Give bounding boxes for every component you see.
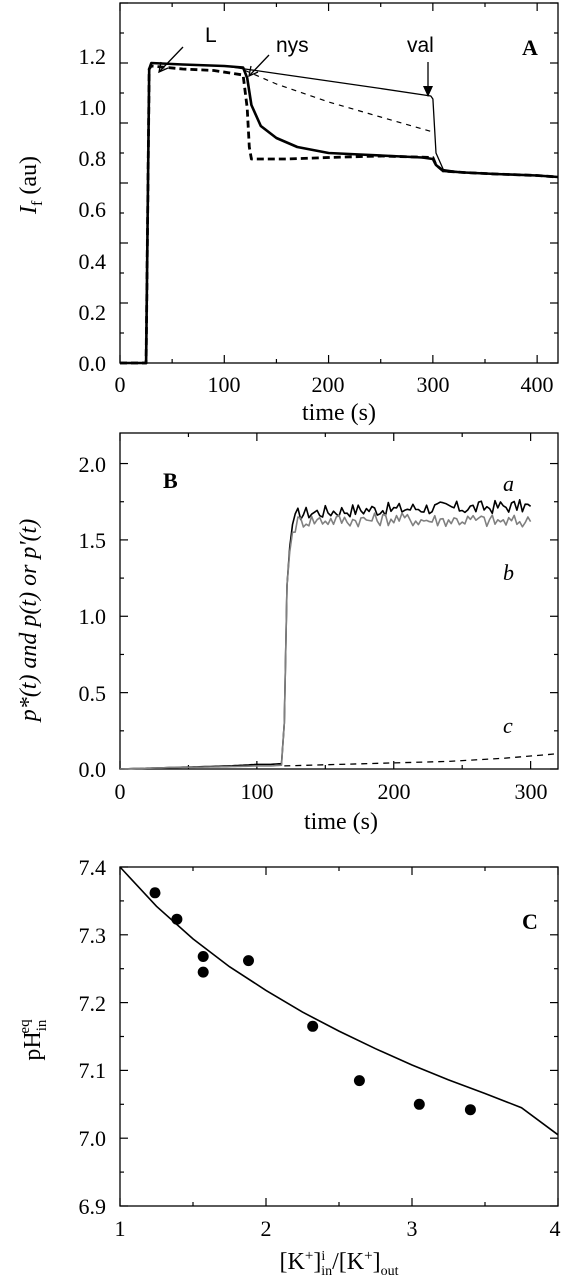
panel-b-xtick-label: 300 (515, 779, 548, 804)
panel-a-ytick-label: 0.0 (79, 351, 107, 376)
panel-c-data-point (353, 1075, 365, 1087)
panel-a-ylabel-main: I (16, 205, 42, 215)
panel-c-ytick-label: 7.4 (79, 855, 107, 880)
panel-c-data-point (197, 951, 209, 962)
annotation-val: val (407, 34, 434, 57)
panel-b-ticks (119, 433, 558, 770)
panel-c-ytick-label: 7.2 (79, 991, 107, 1016)
panel-c-fit-line (119, 866, 559, 1136)
panel-a-frame (119, 2, 559, 364)
panel-a: 0 100 200 300 400 0.0 0.2 0.4 0.6 0.8 1.… (16, 2, 559, 426)
panel-c-data-point (464, 1104, 476, 1116)
panel-c-ticks (119, 866, 559, 1207)
panel-b: 0 100 200 300 0.0 0.5 1.0 1.5 2.0 time (… (16, 432, 559, 835)
panel-c-ylabel-sup: eq (17, 1019, 33, 1034)
panel-c-data-point (171, 913, 183, 925)
panel-a-ytick-label: 1.0 (79, 95, 107, 120)
panel-c-ylabel-main: pH (20, 1031, 46, 1060)
panel-b-series-b (119, 512, 532, 770)
panel-a-ylabel: If (au) (16, 156, 46, 215)
curve-label-b: b (503, 560, 514, 585)
panel-c-ylabel: pHineq (17, 1019, 50, 1061)
panel-c-data-point (149, 887, 161, 899)
panel-c-xlabel: [K+]i in/[K+]out (280, 1248, 399, 1279)
panel-c-ytick-label: 6.9 (79, 1194, 107, 1219)
panel-c-data-point (197, 966, 209, 978)
panel-b-ytick-label: 1.5 (79, 528, 107, 553)
panel-c-ytick-label: 7.3 (79, 923, 107, 948)
panel-b-xtick-label: 200 (378, 779, 411, 804)
arrow-nys (248, 54, 270, 78)
panel-a-series (120, 61, 559, 365)
panel-c-ylabel-sub: in (34, 1019, 50, 1031)
panel-a-xtick-label: 200 (312, 372, 345, 397)
panel-a-ytick-label: 0.6 (79, 197, 107, 222)
panel-a-xtick-label: 0 (115, 372, 126, 397)
panel-c-xtick-label: 4 (550, 1216, 561, 1241)
curve-label-a: a (503, 471, 514, 496)
panel-c-data-point (243, 955, 254, 967)
panel-a-xlabel: time (s) (302, 400, 376, 426)
panel-c-data-point (307, 1020, 319, 1032)
panel-b-xtick-label: 100 (241, 779, 274, 804)
panel-a-ytick-label: 0.2 (79, 300, 107, 325)
panel-b-ytick-label: 1.0 (79, 604, 107, 629)
panel-b-series (119, 499, 559, 770)
panel-c: 1 2 3 4 6.9 7.0 7.1 7.2 7.3 7.4 [K+]i in/… (17, 855, 561, 1279)
panel-a-xtick-label: 300 (417, 372, 450, 397)
panel-a-letter: A (522, 35, 538, 60)
panel-c-data-point (413, 1098, 425, 1110)
panel-a-ticks (119, 2, 558, 364)
panel-b-frame (119, 432, 559, 770)
panel-b-ylabel: p*(t) and p(t) or p'(t) (16, 519, 42, 723)
panel-a-ylabel-sub: f (29, 200, 46, 206)
panel-c-letter: C (522, 909, 538, 934)
panel-b-ytick-label: 0.5 (79, 681, 107, 706)
panel-b-letter: B (163, 468, 178, 493)
panel-b-xtick-label: 0 (115, 779, 126, 804)
panel-c-xtick-label: 3 (407, 1216, 418, 1241)
panel-c-frame (119, 866, 559, 1207)
panel-a-series-line-4 (244, 69, 434, 133)
panel-a-ylabel-unit: (au) (16, 156, 42, 201)
annotation-l: L (205, 24, 217, 47)
arrow-val (423, 62, 433, 97)
panel-a-ytick-label: 1.2 (79, 44, 107, 69)
panel-a-series-line-1 (120, 61, 559, 365)
panel-b-ytick-label: 2.0 (79, 452, 107, 477)
panel-a-xtick-label: 400 (521, 372, 554, 397)
panel-b-series-a (119, 499, 532, 770)
arrow-l (158, 46, 184, 74)
panel-a-ytick-label: 0.4 (79, 249, 107, 274)
panel-c-xtick-label: 1 (115, 1216, 126, 1241)
panel-a-series-line-2 (120, 64, 559, 365)
panel-b-xlabel: time (s) (304, 809, 378, 835)
annotation-nys: nys (276, 34, 309, 57)
panel-a-ytick-label: 0.8 (79, 146, 107, 171)
panel-c-ytick-label: 7.0 (79, 1126, 107, 1151)
panel-c-series (119, 866, 559, 1136)
curve-label-c: c (503, 713, 513, 738)
panel-a-xtick-label: 100 (208, 372, 241, 397)
panel-c-xtick-label: 2 (261, 1216, 272, 1241)
panel-b-series-c (284, 753, 559, 767)
panel-b-ytick-label: 0.0 (79, 757, 107, 782)
panel-a-series-line-3 (120, 62, 559, 364)
panel-c-ytick-label: 7.1 (79, 1058, 107, 1083)
